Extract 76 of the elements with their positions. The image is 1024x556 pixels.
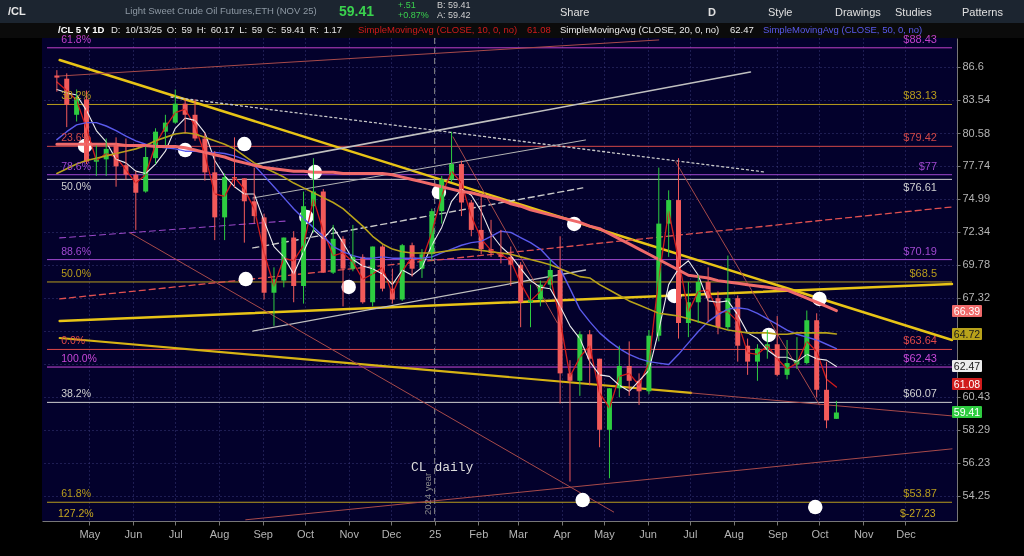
annotation: 38.2% (61, 387, 92, 400)
x-tick-label: Mar (508, 527, 529, 540)
ref-line-label: 2024 year (421, 472, 433, 515)
y-tick-label: 80.58 (962, 126, 991, 139)
text: Studies (895, 6, 932, 19)
x-tick-label: Dec (896, 527, 917, 540)
x-tick-label: Feb (469, 527, 489, 540)
x-tick-label: Jul (683, 527, 698, 540)
x-tick-label: Oct (811, 527, 829, 540)
x-tick-label: Sep (767, 527, 788, 540)
text: 62.47 (730, 24, 754, 36)
y-tick-label: 69.78 (962, 258, 991, 271)
ref-line-label: $68.5 (909, 266, 937, 279)
x-tick-label: Dec (381, 527, 402, 540)
annotation: 61.8% (61, 487, 92, 500)
ref-line-label: $70.19 (903, 244, 937, 257)
ref-line-label: $63.64 (903, 334, 937, 347)
annotation: 61.8% (61, 32, 92, 45)
text: SimpleMovingAvg (CLOSE, 10, 0, no) (358, 24, 518, 36)
annotation: 50.0% (61, 180, 92, 193)
text: B: 59.41 (437, 0, 471, 11)
y-tick-label: 60.43 (962, 390, 991, 403)
x-tick-label: Jun (639, 527, 657, 540)
y-tick-label: 54.25 (962, 489, 991, 502)
text: SimpleMovingAvg (CLOSE, 20, 0, no) (560, 24, 720, 36)
ref-line-label: $76.61 (903, 181, 937, 194)
ref-line-label: $60.07 (903, 387, 937, 400)
chart-subtitle: D: 10/13/25 O: 59 H: 60.17 L: 59 C: 59.41 R: 1.17 (111, 24, 343, 36)
text: 64.72 (952, 328, 982, 340)
chart-title: Light Sweet Crude Oil Futures,ETH (NOV 25) (125, 5, 317, 17)
x-tick-label: 25 (429, 527, 442, 540)
y-tick-label: 67.32 (962, 291, 991, 304)
y-tick-label: 56.23 (962, 456, 991, 469)
y-tick-label: 83.54 (962, 93, 991, 106)
text: 59.41 (339, 3, 375, 20)
text: 61.08 (527, 24, 551, 36)
text: /CL (8, 5, 26, 18)
y-tick-label: 72.34 (962, 225, 991, 238)
text: 59.41 (952, 406, 982, 418)
y-tick-label: 77.74 (962, 159, 991, 172)
ref-line-label: $79.42 (903, 131, 937, 144)
x-tick-label: Jul (168, 527, 183, 540)
annotation: 100.0% (61, 352, 97, 365)
text: +0.87% (398, 10, 429, 21)
x-tick-label: Apr (553, 527, 571, 540)
text: 61.08 (952, 378, 982, 390)
text: /CL 5 Y 1D (58, 24, 105, 35)
x-tick-label: Oct (296, 527, 315, 540)
annotation: 50.0% (61, 266, 92, 279)
annotation: 127.2% (58, 507, 94, 520)
x-tick-label: Aug (724, 527, 744, 540)
x-tick-label: Sep (253, 527, 273, 540)
annotation: 88.6% (61, 244, 92, 257)
text: D (708, 6, 716, 19)
x-tick-label: May (593, 527, 616, 540)
x-tick-label: Nov (339, 527, 360, 540)
x-tick-label: Aug (209, 527, 230, 540)
text: Share (560, 6, 590, 19)
x-tick-label: Jun (124, 527, 143, 540)
y-tick-label: 86.6 (962, 60, 984, 73)
text: +.51 (398, 0, 416, 11)
text: 66.39 (952, 305, 982, 317)
ref-line-label: $62.43 (903, 352, 937, 365)
y-tick-label: 58.29 (962, 423, 991, 436)
text: A: 59.42 (437, 10, 471, 21)
text: Style (768, 6, 793, 19)
text: Drawings (835, 6, 881, 19)
ref-line-label: $77 (918, 159, 937, 172)
ref-line-label: $83.13 (903, 89, 937, 102)
ref-line-label: $53.87 (903, 487, 937, 500)
y-tick-label: 74.99 (962, 192, 991, 205)
text: Patterns (962, 6, 1003, 19)
x-tick-label: Nov (853, 527, 874, 540)
annotation: $-27.23 (900, 507, 936, 520)
x-tick-label: May (79, 527, 101, 540)
text: 62.47 (952, 360, 982, 372)
